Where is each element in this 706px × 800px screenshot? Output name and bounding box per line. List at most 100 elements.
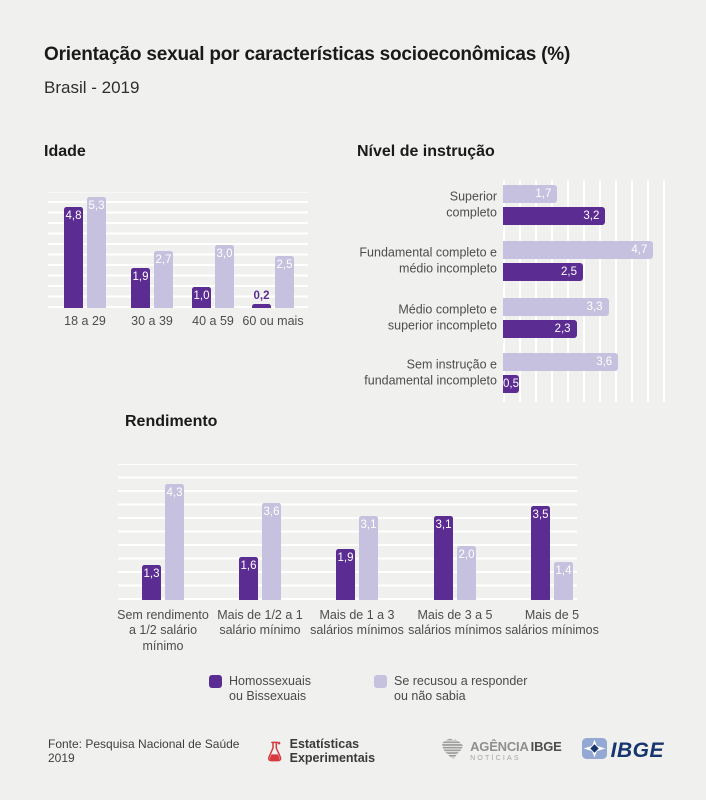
bar: 3,6 [262,502,281,600]
bar: 1,9 [336,548,355,600]
category-label: 40 a 59 [192,314,234,328]
ibge-logo: IBGE [581,738,664,764]
chart-idade: Idade 4,8 5,3 1,9 2,7 1,0 3,0 0,2 2,5 18 a 29 30… [44,143,324,343]
value-label: 2,5 [561,266,577,278]
bar-group: 1,0 3,0 [192,245,234,308]
bar: 0,2 [252,290,271,308]
value-label: 1,4 [555,565,572,578]
ibge-wordmark: IBGE [610,739,664,762]
value-label: 5,3 [88,199,105,212]
flask-icon [266,741,283,762]
bar: 2,3 [503,320,577,338]
value-label: 2,7 [155,254,172,267]
agencia-ibge-wordmark: AGÊNCIA IBGE NOTÍCIAS [470,740,562,762]
value-label: 3,1 [435,519,452,532]
bar-group: 3,5 1,4 [531,505,573,600]
chart-nivel-title: Nível de instrução [357,143,495,160]
bar: 1,6 [239,556,258,600]
bar: 1,9 [131,268,150,308]
value-label: 1,6 [240,559,257,572]
agencia-ibge-word: IBGE [530,739,562,754]
rendimento-category-axis: Sem rendimento a 1/2 salário mínimo Mais … [117,608,599,658]
value-label: 2,0 [458,549,475,561]
chart-rendimento-title: Rendimento [125,413,218,430]
source-text: Fonte: Pesquisa Nacional de Saúde 2019 [48,737,240,765]
bar: 2,0 [457,546,476,600]
value-label: 1,3 [143,567,160,580]
value-label: 3,5 [532,508,549,521]
legend-swatch-light-purple [374,675,387,688]
rendimento-plot-area: 1,3 4,3 1,6 3,6 1,9 3,1 3,1 2,0 3,5 1,4 [118,464,577,600]
bar: 3,0 [215,245,234,308]
category-label: 60 ou mais [242,314,304,328]
footer: Fonte: Pesquisa Nacional de Saúde 2019 E… [48,736,664,766]
value-label: 3,2 [583,210,600,222]
legend-item-homossexuais: Homossexuais ou Bissexuais [209,674,311,704]
category-label: Mais de 5 salários mínimos [505,608,599,638]
bar-group: 1,7 3,2 [503,185,606,225]
value-label: 0,5 [503,378,519,390]
value-label: 4,7 [631,244,648,256]
bar: 2,5 [275,255,294,308]
bar: 4,8 [64,207,83,308]
bar: 4,3 [165,483,184,600]
idade-category-axis: 18 a 29 30 a 39 40 a 59 60 ou mais [48,314,308,332]
bar-group: 1,6 3,6 [239,502,281,600]
value-label: 1,9 [132,271,149,284]
value-label: 3,6 [263,505,280,518]
agencia-word: AGÊNCIA [470,739,529,754]
bar: 5,3 [87,196,106,308]
category-label: 30 a 39 [131,314,173,328]
legend-swatch-dark-purple [209,675,222,688]
category-label: Mais de 1 a 3 salários mínimos [310,608,404,638]
bar: 1,0 [192,287,211,308]
category-label: Mais de 1/2 a 1 salário mínimo [217,608,303,638]
value-label: 3,3 [586,301,603,313]
bar-group: 3,1 2,0 [434,516,476,600]
bar: 1,3 [142,564,161,600]
brazil-map-icon [438,736,465,766]
value-label: 4,8 [65,210,82,223]
category-label: Mais de 3 a 5 salários mínimos [408,608,502,638]
bar: 4,7 [503,241,654,259]
bar: 3,2 [503,207,606,225]
category-label: Médio completo e superior incompleto [387,302,497,332]
value-label: 2,3 [554,323,571,335]
value-label: 4,3 [166,486,183,499]
bar: 2,5 [503,263,583,281]
nivel-plot-area: 1,7 3,2 4,7 2,5 3,3 2,3 3,6 0,5 [503,180,665,402]
page-title: Orientação sexual por características so… [44,44,571,65]
value-label: 2,5 [276,258,293,271]
bar-group: 3,6 0,5 [503,353,619,393]
page-subtitle: Brasil - 2019 [44,78,140,97]
value-label: 1,0 [193,290,210,302]
noticias-word: NOTÍCIAS [470,755,521,762]
bar-group: 4,7 2,5 [503,241,654,281]
footer-logos: AGÊNCIA IBGE NOTÍCIAS IBGE [438,736,664,766]
bar-group: 4,8 5,3 [64,196,106,308]
bar-group: 1,9 2,7 [131,251,173,308]
category-label: Sem rendimento a 1/2 salário mínimo [117,608,209,653]
value-label: 3,0 [216,248,233,260]
bar: 3,1 [359,516,378,600]
value-label: 1,9 [337,551,354,564]
value-label: 0,2 [253,289,270,302]
bar-group: 1,3 4,3 [142,483,184,600]
agencia-ibge-noticias-logo: AGÊNCIA IBGE NOTÍCIAS [438,736,562,766]
bar: 3,3 [503,298,609,316]
bar: 3,1 [434,516,453,600]
chart-rendimento: Rendimento 1,3 4,3 1,6 3,6 1,9 3,1 3,1 2,0 3,5 1,… [117,413,599,653]
bar: 1,4 [554,562,573,600]
legend-item-recusou: Se recusou a responder ou não sabia [374,674,527,704]
bar: 3,5 [531,505,550,600]
category-label: Sem instrução e fundamental incompleto [364,357,497,387]
category-label: Superior completo [446,189,497,219]
legend-label: Se recusou a responder ou não sabia [394,674,528,703]
ibge-logo-mark-icon [581,738,607,764]
value-label: 3,6 [596,356,613,368]
bar-group: 3,3 2,3 [503,298,609,338]
bar: 0,5 [503,375,519,393]
idade-plot-area: 4,8 5,3 1,9 2,7 1,0 3,0 0,2 2,5 [48,192,308,308]
bar-group: 1,9 3,1 [336,516,378,600]
